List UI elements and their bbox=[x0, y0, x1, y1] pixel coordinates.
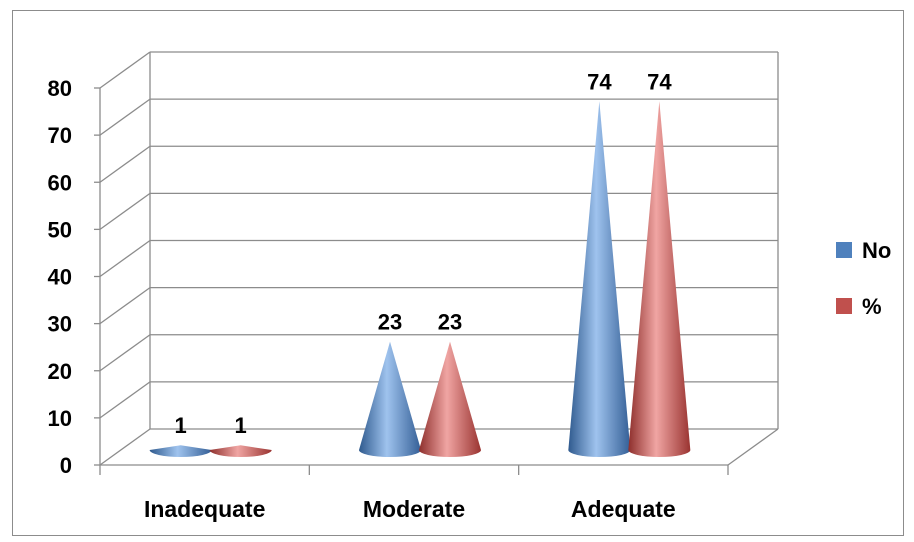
legend-swatch-percent bbox=[836, 298, 852, 314]
legend: No% bbox=[836, 238, 891, 319]
data-label: 1 bbox=[235, 413, 247, 438]
gridline-side bbox=[99, 98, 151, 136]
floor-right-edge bbox=[727, 428, 779, 466]
cone-moderate-percent bbox=[419, 341, 481, 457]
gridline-side bbox=[99, 287, 151, 325]
y-tick-label: 80 bbox=[48, 76, 72, 101]
cone-adequate-no bbox=[568, 101, 631, 458]
gridline-side bbox=[99, 239, 151, 278]
x-axis: Inadequate Moderate Adequate bbox=[99, 465, 729, 522]
cone-moderate-no bbox=[359, 341, 421, 457]
gridline-side bbox=[99, 192, 151, 230]
legend-label-no: No bbox=[862, 238, 891, 263]
data-labels: 1 1 23 23 74 74 bbox=[175, 69, 673, 438]
data-label: 23 bbox=[438, 310, 462, 335]
cone-inadequate-percent bbox=[209, 445, 272, 457]
y-tick-label: 30 bbox=[48, 312, 72, 337]
gridline-side bbox=[99, 145, 151, 183]
x-category-label: Inadequate bbox=[144, 496, 265, 522]
data-label: 23 bbox=[378, 310, 402, 335]
y-tick-label: 10 bbox=[48, 406, 72, 431]
y-tick-label: 70 bbox=[48, 123, 72, 148]
gridline-side bbox=[99, 428, 151, 466]
cone-inadequate-no bbox=[149, 445, 212, 458]
data-label: 74 bbox=[587, 69, 612, 94]
legend-swatch-no bbox=[836, 242, 852, 258]
gridline-side bbox=[99, 334, 151, 372]
cone-adequate-percent bbox=[628, 101, 691, 458]
y-axis: 0 10 20 30 40 50 60 70 80 bbox=[48, 76, 100, 478]
y-tick-label: 20 bbox=[48, 359, 72, 384]
y-tick-label: 40 bbox=[48, 265, 72, 290]
legend-label-percent: % bbox=[862, 294, 882, 319]
gridline-side bbox=[99, 381, 151, 419]
data-label: 74 bbox=[647, 69, 672, 94]
x-category-label: Adequate bbox=[571, 496, 676, 522]
data-label: 1 bbox=[175, 413, 187, 438]
y-tick-label: 0 bbox=[60, 453, 72, 478]
x-category-label: Moderate bbox=[363, 496, 465, 522]
gridline-side bbox=[99, 51, 151, 89]
y-tick-label: 60 bbox=[48, 170, 72, 195]
cone-series bbox=[149, 101, 691, 458]
y-tick-label: 50 bbox=[48, 217, 72, 242]
